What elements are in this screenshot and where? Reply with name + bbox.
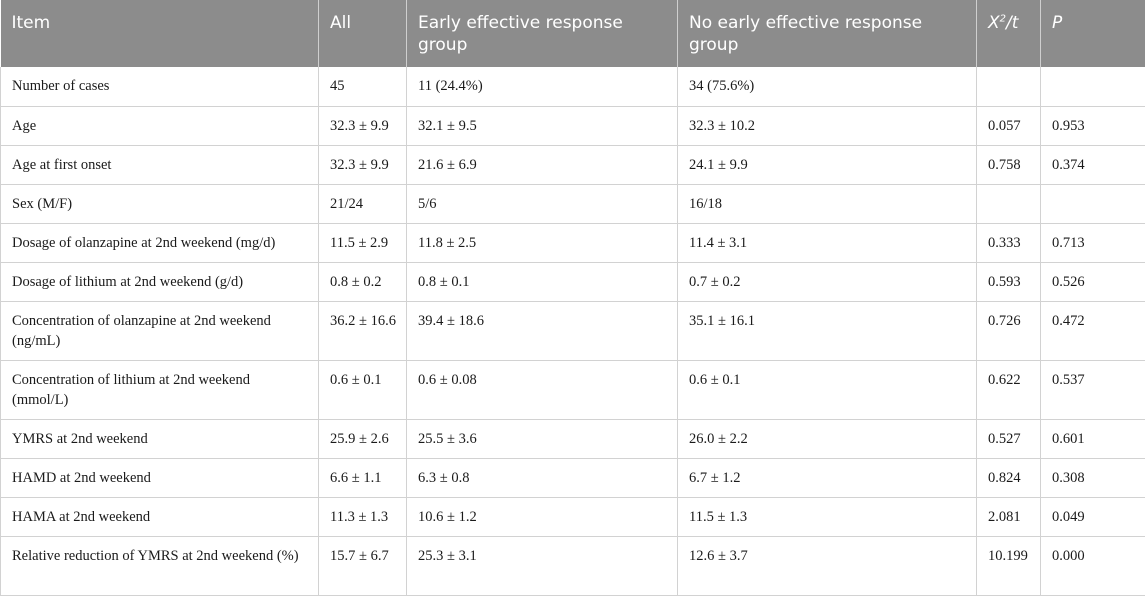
cell-item: YMRS at 2nd weekend [1, 419, 319, 458]
table-row: Relative reduction of YMRS at 2nd weeken… [1, 536, 1145, 595]
cell-all: 6.6 ± 1.1 [319, 458, 407, 497]
table-row: Number of cases 45 11 (24.4%) 34 (75.6%) [1, 67, 1145, 106]
cell-item: Number of cases [1, 67, 319, 106]
cell-early: 0.6 ± 0.08 [407, 360, 678, 419]
table-row: Age 32.3 ± 9.9 32.1 ± 9.5 32.3 ± 10.2 0.… [1, 106, 1145, 145]
cell-all: 25.9 ± 2.6 [319, 419, 407, 458]
cell-p: 0.713 [1041, 223, 1145, 262]
cell-no-early: 26.0 ± 2.2 [678, 419, 977, 458]
header-all: All [319, 0, 407, 67]
header-test-statistic: X2/t [977, 0, 1041, 67]
cell-no-early: 32.3 ± 10.2 [678, 106, 977, 145]
cell-early: 21.6 ± 6.9 [407, 145, 678, 184]
cell-item: Sex (M/F) [1, 184, 319, 223]
header-item: Item [1, 0, 319, 67]
cell-stat: 0.527 [977, 419, 1041, 458]
cell-p: 0.601 [1041, 419, 1145, 458]
cell-all: 11.3 ± 1.3 [319, 497, 407, 536]
cell-stat: 0.622 [977, 360, 1041, 419]
cell-p: 0.526 [1041, 262, 1145, 301]
cell-all: 15.7 ± 6.7 [319, 536, 407, 595]
cell-all: 0.8 ± 0.2 [319, 262, 407, 301]
cell-no-early: 0.6 ± 0.1 [678, 360, 977, 419]
cell-item: Relative reduction of YMRS at 2nd weeken… [1, 536, 319, 595]
cell-early: 25.5 ± 3.6 [407, 419, 678, 458]
cell-item: Age at first onset [1, 145, 319, 184]
cell-no-early: 12.6 ± 3.7 [678, 536, 977, 595]
cell-stat: 0.593 [977, 262, 1041, 301]
table-row: Concentration of lithium at 2nd weekend … [1, 360, 1145, 419]
cell-all: 32.3 ± 9.9 [319, 145, 407, 184]
cell-stat [977, 67, 1041, 106]
table-header: Item All Early effective response group … [1, 0, 1145, 67]
cell-early: 39.4 ± 18.6 [407, 301, 678, 360]
cell-no-early: 0.7 ± 0.2 [678, 262, 977, 301]
cell-item: HAMD at 2nd weekend [1, 458, 319, 497]
cell-no-early: 34 (75.6%) [678, 67, 977, 106]
cell-early: 11.8 ± 2.5 [407, 223, 678, 262]
cell-early: 11 (24.4%) [407, 67, 678, 106]
cell-all: 45 [319, 67, 407, 106]
cell-no-early: 16/18 [678, 184, 977, 223]
header-stat-tail: /t [1006, 13, 1018, 33]
cell-early: 6.3 ± 0.8 [407, 458, 678, 497]
cell-item: Age [1, 106, 319, 145]
cell-item: Dosage of olanzapine at 2nd weekend (mg/… [1, 223, 319, 262]
cell-all: 36.2 ± 16.6 [319, 301, 407, 360]
cell-early: 10.6 ± 1.2 [407, 497, 678, 536]
cell-p [1041, 184, 1145, 223]
cell-stat [977, 184, 1041, 223]
cell-all: 32.3 ± 9.9 [319, 106, 407, 145]
cell-p: 0.374 [1041, 145, 1145, 184]
table-row: Sex (M/F) 21/24 5/6 16/18 [1, 184, 1145, 223]
table-row: HAMD at 2nd weekend 6.6 ± 1.1 6.3 ± 0.8 … [1, 458, 1145, 497]
cell-early: 32.1 ± 9.5 [407, 106, 678, 145]
cell-no-early: 11.4 ± 3.1 [678, 223, 977, 262]
cell-p: 0.000 [1041, 536, 1145, 595]
cell-stat: 0.824 [977, 458, 1041, 497]
table-row: Dosage of lithium at 2nd weekend (g/d) 0… [1, 262, 1145, 301]
table-row: YMRS at 2nd weekend 25.9 ± 2.6 25.5 ± 3.… [1, 419, 1145, 458]
cell-p: 0.953 [1041, 106, 1145, 145]
cell-stat: 2.081 [977, 497, 1041, 536]
cell-p: 0.308 [1041, 458, 1145, 497]
header-row: Item All Early effective response group … [1, 0, 1145, 67]
cell-item: Concentration of lithium at 2nd weekend … [1, 360, 319, 419]
cell-item: Concentration of olanzapine at 2nd weeke… [1, 301, 319, 360]
cell-all: 11.5 ± 2.9 [319, 223, 407, 262]
cell-p: 0.049 [1041, 497, 1145, 536]
cell-stat: 0.726 [977, 301, 1041, 360]
table-row: Dosage of olanzapine at 2nd weekend (mg/… [1, 223, 1145, 262]
cell-no-early: 6.7 ± 1.2 [678, 458, 977, 497]
header-early-response: Early effective response group [407, 0, 678, 67]
cell-item: Dosage of lithium at 2nd weekend (g/d) [1, 262, 319, 301]
header-p-value: P [1041, 0, 1145, 67]
cell-stat: 0.333 [977, 223, 1041, 262]
table-row: Age at first onset 32.3 ± 9.9 21.6 ± 6.9… [1, 145, 1145, 184]
cell-stat: 0.057 [977, 106, 1041, 145]
cell-all: 21/24 [319, 184, 407, 223]
cell-no-early: 11.5 ± 1.3 [678, 497, 977, 536]
cell-p: 0.472 [1041, 301, 1145, 360]
cell-p [1041, 67, 1145, 106]
cell-no-early: 24.1 ± 9.9 [678, 145, 977, 184]
cell-early: 0.8 ± 0.1 [407, 262, 678, 301]
header-stat-main: X [988, 13, 1000, 33]
table-body: Number of cases 45 11 (24.4%) 34 (75.6%)… [1, 67, 1145, 595]
cell-all: 0.6 ± 0.1 [319, 360, 407, 419]
cell-no-early: 35.1 ± 16.1 [678, 301, 977, 360]
table-row: Concentration of olanzapine at 2nd weeke… [1, 301, 1145, 360]
header-no-early-response: No early effective response group [678, 0, 977, 67]
cell-p: 0.537 [1041, 360, 1145, 419]
cell-stat: 0.758 [977, 145, 1041, 184]
cell-stat: 10.199 [977, 536, 1041, 595]
cell-early: 25.3 ± 3.1 [407, 536, 678, 595]
table-row: HAMA at 2nd weekend 11.3 ± 1.3 10.6 ± 1.… [1, 497, 1145, 536]
cell-item: HAMA at 2nd weekend [1, 497, 319, 536]
cell-early: 5/6 [407, 184, 678, 223]
